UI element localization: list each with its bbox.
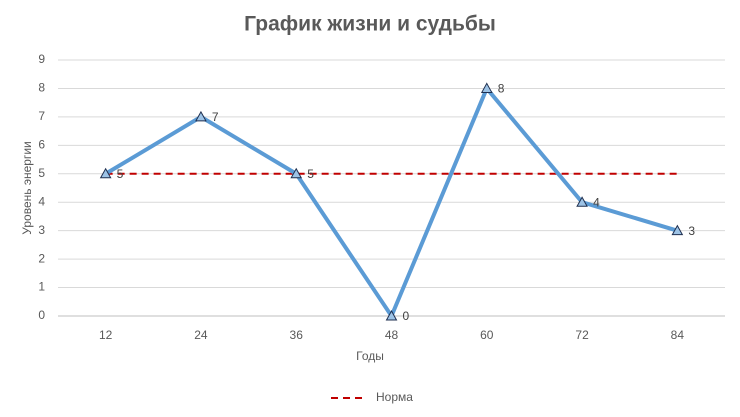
data-label: 8 bbox=[498, 82, 505, 96]
x-tick-label: 72 bbox=[575, 328, 589, 342]
marker bbox=[671, 224, 684, 236]
y-tick-label: 4 bbox=[38, 194, 45, 208]
y-tick-label: 1 bbox=[38, 280, 45, 294]
y-tick-label: 2 bbox=[38, 251, 45, 265]
y-tick-label: 6 bbox=[38, 138, 45, 152]
data-label: 5 bbox=[307, 167, 314, 181]
marker bbox=[385, 309, 398, 321]
data-label: 5 bbox=[117, 167, 124, 181]
x-tick-label: 36 bbox=[290, 328, 304, 342]
x-tick-label: 24 bbox=[194, 328, 208, 342]
x-tick-label: 84 bbox=[671, 328, 685, 342]
marker bbox=[290, 167, 303, 179]
chart-title: График жизни и судьбы bbox=[244, 13, 496, 36]
y-tick-label: 0 bbox=[38, 308, 45, 322]
data-label: 0 bbox=[403, 309, 410, 323]
marker bbox=[195, 110, 207, 122]
data-label: 7 bbox=[212, 110, 219, 124]
x-tick-label: 12 bbox=[99, 328, 113, 342]
y-tick-label: 3 bbox=[38, 223, 45, 237]
y-tick-label: 8 bbox=[38, 81, 45, 95]
y-tick-label: 9 bbox=[38, 52, 45, 66]
x-tick-label: 48 bbox=[385, 328, 399, 342]
x-axis-label: Годы bbox=[356, 349, 384, 363]
y-axis-label: Уровень энергии bbox=[20, 141, 34, 234]
marker bbox=[99, 167, 112, 179]
marker bbox=[576, 196, 588, 207]
y-tick-label: 5 bbox=[38, 166, 45, 180]
marker bbox=[480, 82, 493, 93]
data-label: 4 bbox=[593, 195, 600, 209]
y-tick-label: 7 bbox=[38, 109, 45, 123]
x-tick-label: 60 bbox=[480, 328, 494, 342]
legend-label: Норма bbox=[376, 390, 413, 404]
data-label: 3 bbox=[688, 224, 695, 238]
